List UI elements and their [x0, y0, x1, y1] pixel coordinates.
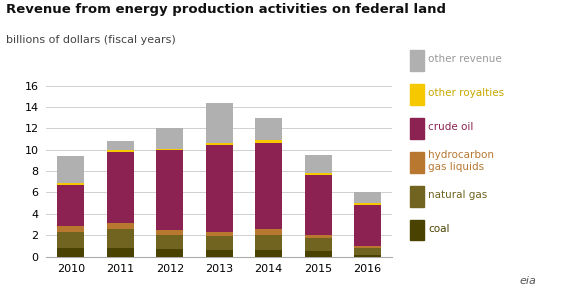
Bar: [156, 230, 183, 235]
Bar: [205, 250, 233, 257]
Bar: [156, 149, 183, 150]
Bar: [255, 143, 282, 230]
Bar: [205, 143, 233, 145]
Bar: [156, 249, 183, 257]
Text: eia: eia: [520, 276, 537, 286]
Bar: [255, 230, 282, 235]
Bar: [255, 118, 282, 140]
Text: Revenue from energy production activities on federal land: Revenue from energy production activitie…: [6, 3, 446, 16]
Text: natural gas: natural gas: [428, 190, 488, 200]
Bar: [255, 235, 282, 250]
Text: other royalties: other royalties: [428, 88, 504, 98]
Bar: [255, 250, 282, 257]
Bar: [205, 232, 233, 236]
Text: other revenue: other revenue: [428, 54, 502, 64]
Bar: [156, 128, 183, 149]
Bar: [107, 150, 134, 153]
Bar: [107, 223, 134, 230]
Bar: [354, 203, 381, 205]
Bar: [255, 140, 282, 143]
Bar: [57, 185, 84, 226]
Bar: [305, 173, 332, 175]
Bar: [57, 248, 84, 257]
Bar: [305, 251, 332, 257]
Text: billions of dollars (fiscal years): billions of dollars (fiscal years): [6, 35, 175, 45]
Bar: [205, 145, 233, 232]
Bar: [156, 150, 183, 230]
Bar: [57, 183, 84, 185]
Bar: [205, 103, 233, 143]
Bar: [156, 235, 183, 249]
Bar: [57, 232, 84, 248]
Bar: [205, 236, 233, 250]
Bar: [354, 248, 381, 255]
Bar: [57, 226, 84, 232]
Text: crude oil: crude oil: [428, 122, 474, 132]
Bar: [305, 175, 332, 235]
Bar: [107, 153, 134, 223]
Bar: [107, 141, 134, 150]
Bar: [107, 230, 134, 248]
Bar: [107, 248, 134, 257]
Bar: [57, 156, 84, 183]
Bar: [305, 155, 332, 173]
Bar: [354, 205, 381, 247]
Bar: [354, 255, 381, 257]
Text: coal: coal: [428, 224, 449, 234]
Text: hydrocarbon
gas liquids: hydrocarbon gas liquids: [428, 150, 494, 172]
Bar: [354, 247, 381, 248]
Bar: [305, 235, 332, 238]
Bar: [354, 193, 381, 203]
Bar: [305, 238, 332, 251]
